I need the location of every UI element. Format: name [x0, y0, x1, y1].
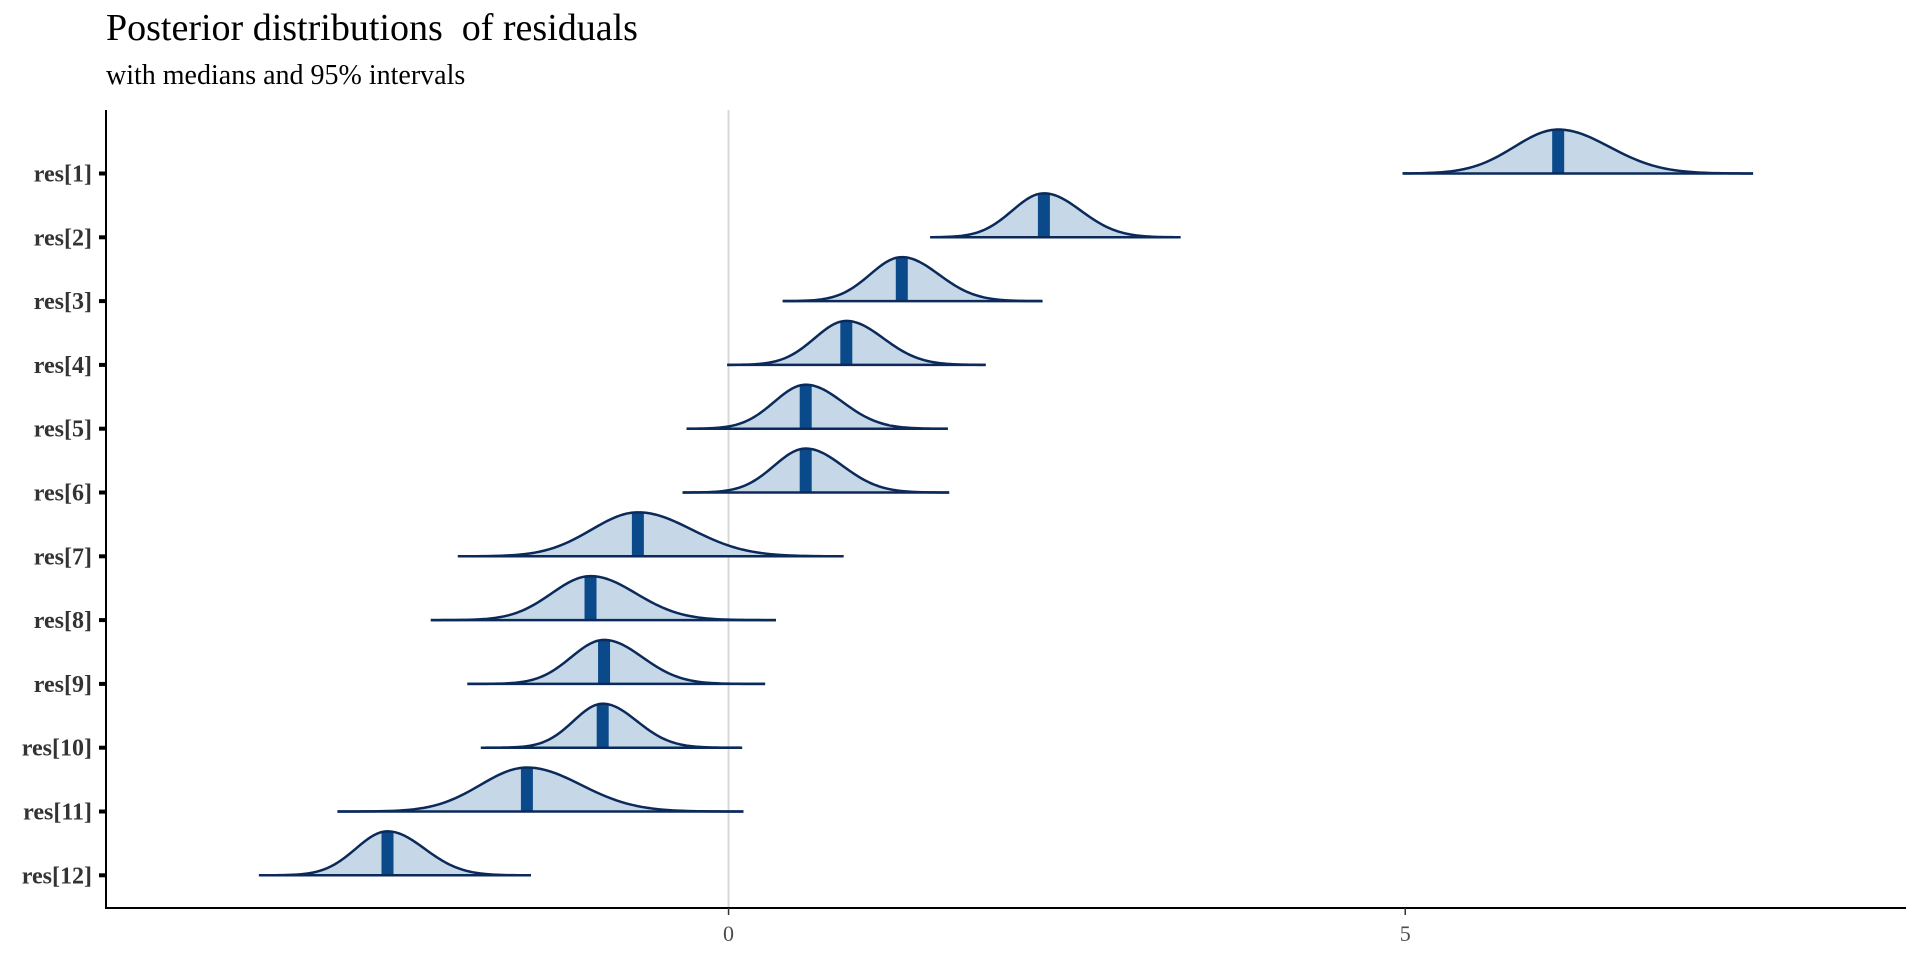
density-outline: [782, 255, 1043, 303]
density-outline: [457, 511, 844, 558]
density-outline: [1402, 128, 1754, 175]
y-tick-label: res[11]: [23, 800, 92, 826]
y-tick-label: res[12]: [22, 863, 92, 889]
y-tick-label: res[8]: [34, 608, 92, 634]
density-outline: [686, 383, 948, 430]
x-tick-label: 5: [1400, 921, 1411, 946]
y-tick-label: res[2]: [34, 225, 92, 251]
median-bar: [598, 639, 611, 684]
chart-subtitle: with medians and 95% intervals: [106, 60, 466, 91]
y-tick-label: res[4]: [34, 353, 92, 379]
chart-title: Posterior distributions of residuals: [106, 7, 638, 49]
density-fill: [430, 576, 776, 621]
median-bar: [1552, 129, 1565, 174]
median-bar: [840, 320, 853, 365]
median-bar: [799, 448, 812, 493]
density-outline: [727, 319, 986, 367]
x-tick-label: 0: [723, 921, 734, 946]
median-bar: [799, 384, 812, 429]
y-tick-label: res[3]: [34, 289, 92, 315]
y-tick-label: res[1]: [34, 162, 92, 188]
median-bar: [1037, 193, 1050, 238]
y-tick-label: res[7]: [34, 544, 92, 570]
density-fill: [686, 384, 948, 429]
median-bar: [584, 576, 597, 621]
density-fill: [258, 831, 531, 876]
density-fill: [930, 193, 1181, 238]
density-fill: [1402, 129, 1754, 174]
density-fill: [727, 320, 986, 365]
y-tick-label: res[5]: [34, 417, 92, 443]
y-tick-label: res[9]: [34, 672, 92, 698]
median-bar: [381, 831, 394, 876]
density-fill: [682, 448, 950, 493]
density-fill: [782, 257, 1043, 302]
density-fill: [457, 512, 844, 557]
density-fill: [467, 639, 766, 684]
median-bar: [520, 767, 533, 812]
median-bar: [631, 512, 644, 557]
density-outline: [258, 830, 531, 877]
median-bar: [895, 257, 908, 302]
y-tick-label: res[10]: [22, 736, 92, 762]
median-bar: [596, 703, 609, 748]
density-fill: [480, 703, 743, 748]
density-fill: [337, 767, 744, 812]
y-tick-label: res[6]: [34, 481, 92, 507]
density-outline: [930, 192, 1181, 239]
